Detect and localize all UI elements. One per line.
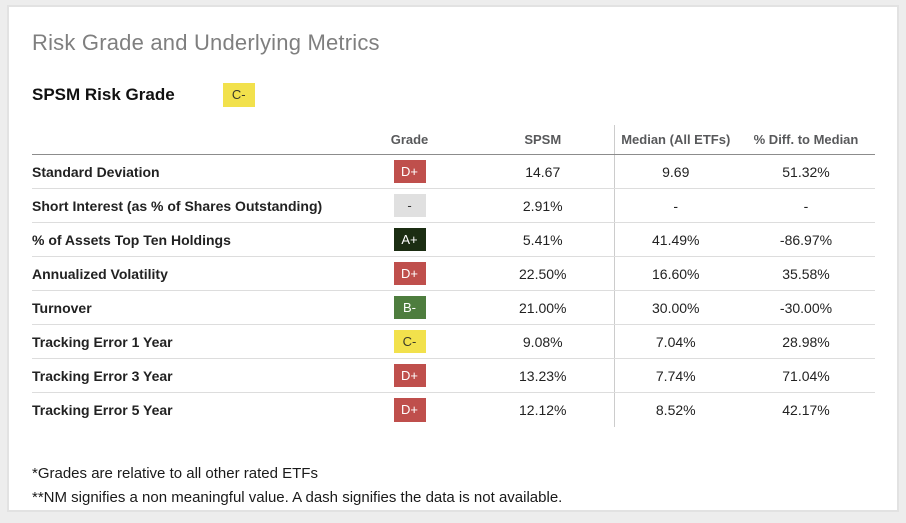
diff-value: 51.32% <box>737 154 875 190</box>
metric-label: Tracking Error 5 Year <box>32 401 173 418</box>
grade-cell: D+ <box>347 393 472 427</box>
column-header-median: Median (All ETFs) <box>613 124 737 156</box>
table-row: % of Assets Top Ten Holdings A+ 5.41% 41… <box>32 222 875 258</box>
spsm-value: 14.67 <box>472 154 614 190</box>
column-header-diff: % Diff. to Median <box>737 124 875 156</box>
grade-cell: D+ <box>347 256 472 292</box>
spsm-value: 2.91% <box>472 188 614 224</box>
table-row: Standard Deviation D+ 14.67 9.69 51.32% <box>32 154 875 190</box>
page-title: Risk Grade and Underlying Metrics <box>32 30 380 55</box>
footnote-nm: **NM signifies a non meaningful value. A… <box>32 489 563 507</box>
grade-badge: D+ <box>393 159 426 184</box>
grade-badge: - <box>393 193 426 218</box>
grade-cell: D+ <box>347 358 472 394</box>
median-value: 9.69 <box>613 154 737 190</box>
table-header-row: Grade SPSM Median (All ETFs) % Diff. to … <box>32 124 875 156</box>
spsm-value: 13.23% <box>472 358 614 394</box>
footnote-grades: *Grades are relative to all other rated … <box>32 464 318 482</box>
overall-grade-badge: C- <box>222 83 255 107</box>
metric-label: Turnover <box>32 290 347 326</box>
diff-value: 28.98% <box>737 324 875 360</box>
grade-cell: C- <box>347 324 472 360</box>
grade-badge: D+ <box>393 398 426 422</box>
grade-cell: A+ <box>347 222 472 258</box>
table-row: Annualized Volatility D+ 22.50% 16.60% 3… <box>32 256 875 292</box>
spsm-value: 22.50% <box>472 256 614 292</box>
risk-grade-summary: SPSM Risk Grade C- <box>32 83 897 107</box>
median-value: - <box>613 188 737 224</box>
diff-value: -30.00% <box>737 290 875 326</box>
metrics-table: Grade SPSM Median (All ETFs) % Diff. to … <box>32 124 875 427</box>
diff-value: 35.58% <box>737 256 875 292</box>
spsm-value: 9.08% <box>472 324 614 360</box>
median-value: 7.74% <box>613 358 737 394</box>
risk-grade-label: SPSM Risk Grade <box>32 84 175 104</box>
table-row: Turnover B- 21.00% 30.00% -30.00% <box>32 290 875 326</box>
grade-badge: B- <box>393 295 426 320</box>
median-value: 8.52% <box>613 392 737 427</box>
table-row: Tracking Error 1 Year C- 9.08% 7.04% 28.… <box>32 324 875 360</box>
diff-value: 71.04% <box>737 358 875 394</box>
metric-label: Tracking Error 3 Year <box>32 358 347 394</box>
table-row: Tracking Error 3 Year D+ 13.23% 7.74% 71… <box>32 358 875 394</box>
grade-cell: B- <box>347 290 472 326</box>
metric-label: Tracking Error 1 Year <box>32 324 347 360</box>
grade-cell: D+ <box>347 154 472 190</box>
column-header-metric <box>32 124 347 156</box>
column-header-spsm: SPSM <box>472 124 614 156</box>
median-value: 16.60% <box>613 256 737 292</box>
spsm-value: 12.12% <box>519 401 567 418</box>
median-value: 30.00% <box>613 290 737 326</box>
grade-badge: D+ <box>393 363 426 388</box>
grade-badge: A+ <box>393 227 426 252</box>
diff-value: - <box>737 188 875 224</box>
report-card: Risk Grade and Underlying Metrics SPSM R… <box>7 5 899 512</box>
grade-badge: C- <box>393 329 426 354</box>
spsm-value: 5.41% <box>472 222 614 258</box>
metric-label: % of Assets Top Ten Holdings <box>32 222 347 258</box>
table-row: Tracking Error 5 Year D+ 12.12% 8.52% 42… <box>32 392 875 427</box>
metric-label: Annualized Volatility <box>32 256 347 292</box>
median-value: 7.04% <box>613 324 737 360</box>
metric-label: Standard Deviation <box>32 154 347 190</box>
diff-value: -86.97% <box>737 222 875 258</box>
footnotes: *Grades are relative to all other rated … <box>32 462 897 512</box>
spsm-value: 21.00% <box>472 290 614 326</box>
median-value: 41.49% <box>613 222 737 258</box>
table-row: Short Interest (as % of Shares Outstandi… <box>32 188 875 224</box>
grade-cell: - <box>347 188 472 224</box>
grade-badge: D+ <box>393 261 426 286</box>
diff-value: 42.17% <box>782 401 830 418</box>
metric-label: Short Interest (as % of Shares Outstandi… <box>32 188 347 224</box>
column-header-grade: Grade <box>347 124 472 156</box>
